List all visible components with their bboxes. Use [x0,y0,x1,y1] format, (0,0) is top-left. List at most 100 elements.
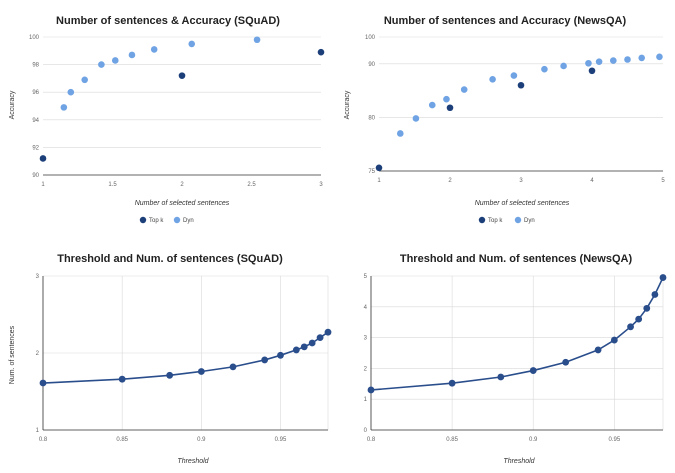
x-tick-label: 5 [661,178,665,184]
data-point [197,368,205,375]
y-axis-label: Accuracy [344,90,351,119]
y-tick-label: 75 [368,169,375,175]
data-point-dyn [128,51,136,59]
data-point [300,343,308,351]
y-tick-label: 3 [36,274,40,280]
data-point [292,346,300,354]
series-line [370,277,664,391]
y-tick-label: 1 [364,397,368,403]
chart-squad-threshold: Threshold and Num. of sentences (SQuAD) … [9,253,332,465]
x-tick-label: 4 [590,178,594,184]
data-point-dyn [541,65,548,73]
data-point-dyn [397,130,404,137]
data-point [39,379,47,387]
x-tick-label: 3 [519,178,523,184]
gridlines [43,36,321,148]
y-tick-label: 92 [32,145,39,151]
x-axis-label: Number of selected sentences [135,200,230,207]
x-tick-label: 0.95 [608,437,620,443]
legend-label-dyn: Dyn [524,218,535,224]
x-tick-label: 0.9 [529,437,538,443]
data-point-dyn [188,40,196,48]
data-point [610,336,618,344]
data-point-dyn [510,72,518,79]
x-tick-label: 2.5 [247,182,256,188]
data-point-dyn [443,95,450,103]
chart-title: Number of sentences & Accuracy (SQuAD) [56,15,280,27]
y-tick-label: 98 [32,63,39,69]
y-tick-label: 3 [364,336,368,342]
chart-newsqa-accuracy: Number of sentences and Accuracy (NewsQA… [344,15,665,224]
data-point [529,367,537,374]
x-axis-label: Threshold [503,458,535,465]
x-tick-label: 0.95 [275,437,287,443]
legend-marker-topk [478,216,486,224]
x-axis-label: Number of selected sentences [475,200,570,207]
data-point-dyn [81,76,88,84]
data-point-dyn [489,76,496,83]
chart-title: Threshold and Num. of sentences (NewsQA) [400,253,633,265]
data-point-topk [446,104,454,112]
x-tick-label: 0.85 [116,437,128,443]
data-point [316,334,324,341]
data-point-dyn [610,57,617,64]
y-tick-label: 100 [365,35,376,41]
data-point-dyn [67,88,75,96]
data-point-topk [178,72,186,79]
data-point-dyn [560,62,567,70]
y-tick-label: 2 [36,351,40,357]
data-point-dyn [624,56,631,63]
data-point-dyn [150,46,158,53]
data-point [118,375,126,383]
data-point [594,346,602,354]
x-tick-label: 0.8 [39,437,48,443]
data-point-topk [588,67,596,75]
data-point [308,339,316,347]
data-point-dyn [638,54,645,62]
data-point [635,315,643,323]
data-point [643,304,651,312]
chart-title: Number of sentences and Accuracy (NewsQA… [384,15,627,27]
data-point [277,351,284,359]
gridlines [370,275,664,431]
data-point-dyn [111,57,119,64]
y-tick-label: 94 [32,118,39,124]
data-point-dyn [253,36,261,44]
data-point-dyn [98,61,105,68]
data-point [166,371,174,379]
chart-title: Threshold and Num. of sentences (SQuAD) [57,253,283,265]
data-point [367,386,375,394]
legend-marker-dyn [173,216,181,224]
data-point-topk [375,164,383,172]
legend-label-topk: Top k [149,218,164,224]
data-point [448,379,456,387]
x-tick-label: 0.85 [446,437,458,443]
data-point [229,363,237,371]
y-tick-label: 80 [368,115,375,121]
data-point-topk [517,81,525,89]
gridlines [379,36,663,118]
y-tick-label: 2 [364,366,368,372]
data-point-dyn [656,53,663,61]
y-tick-label: 0 [364,428,368,434]
data-point-topk [39,155,47,162]
y-tick-label: 96 [32,90,39,96]
data-point [651,291,659,298]
legend-marker-topk [139,216,147,224]
y-tick-label: 4 [364,305,368,311]
data-point-topk [317,48,325,56]
legend-marker-dyn [514,216,522,224]
x-tick-label: 1 [377,178,381,184]
data-point-dyn [412,115,420,122]
legend: Top k Dyn [478,216,535,224]
x-tick-label: 2 [448,178,452,184]
data-point [627,323,634,331]
x-tick-label: 3 [319,182,323,188]
chart-newsqa-threshold: Threshold and Num. of sentences (NewsQA)… [364,253,667,465]
data-point [497,373,505,381]
y-tick-label: 100 [29,35,40,41]
chart-squad-accuracy: Number of sentences & Accuracy (SQuAD) A… [9,15,325,224]
y-axis-label: Accuracy [9,90,16,119]
legend: Top k Dyn [139,216,194,224]
